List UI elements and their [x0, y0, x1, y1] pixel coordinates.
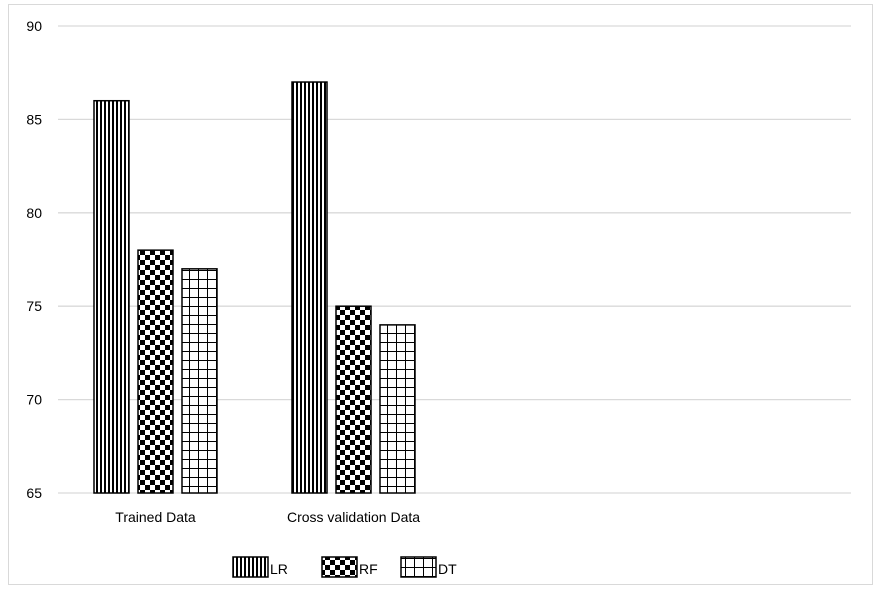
- legend-swatch: [232, 556, 269, 578]
- legend-swatch: [400, 556, 437, 578]
- x-tick-label: Trained Data: [115, 509, 196, 525]
- legend-label: DT: [438, 561, 457, 577]
- legend-item-dt: DT: [400, 556, 457, 578]
- bar-dt-0: [181, 268, 218, 494]
- bar-rf-1: [335, 305, 372, 494]
- bar-dt-1: [379, 324, 416, 494]
- legend-swatch: [321, 556, 358, 578]
- y-tick-label: 75: [26, 298, 42, 314]
- gridlines: [58, 25, 851, 494]
- y-tick-label: 65: [26, 485, 42, 501]
- bar-rf-0: [137, 249, 174, 494]
- legend-item-lr: LR: [232, 556, 288, 578]
- legend-label: LR: [270, 561, 288, 577]
- y-tick-label: 80: [26, 205, 42, 221]
- bar-lr-0: [93, 99, 130, 494]
- x-tick-label: Cross validation Data: [287, 509, 420, 525]
- y-tick-label: 70: [26, 392, 42, 408]
- y-tick-label: 90: [26, 18, 42, 34]
- legend: LR RF DT: [232, 556, 457, 578]
- bar-lr-1: [291, 81, 328, 494]
- bars: [93, 81, 416, 494]
- y-axis-tick-labels: 65 70 75 80 85 90: [26, 18, 42, 501]
- legend-item-rf: RF: [321, 556, 378, 578]
- x-axis-tick-labels: Trained Data Cross validation Data: [115, 509, 420, 525]
- y-tick-label: 85: [26, 111, 42, 127]
- legend-label: RF: [359, 561, 378, 577]
